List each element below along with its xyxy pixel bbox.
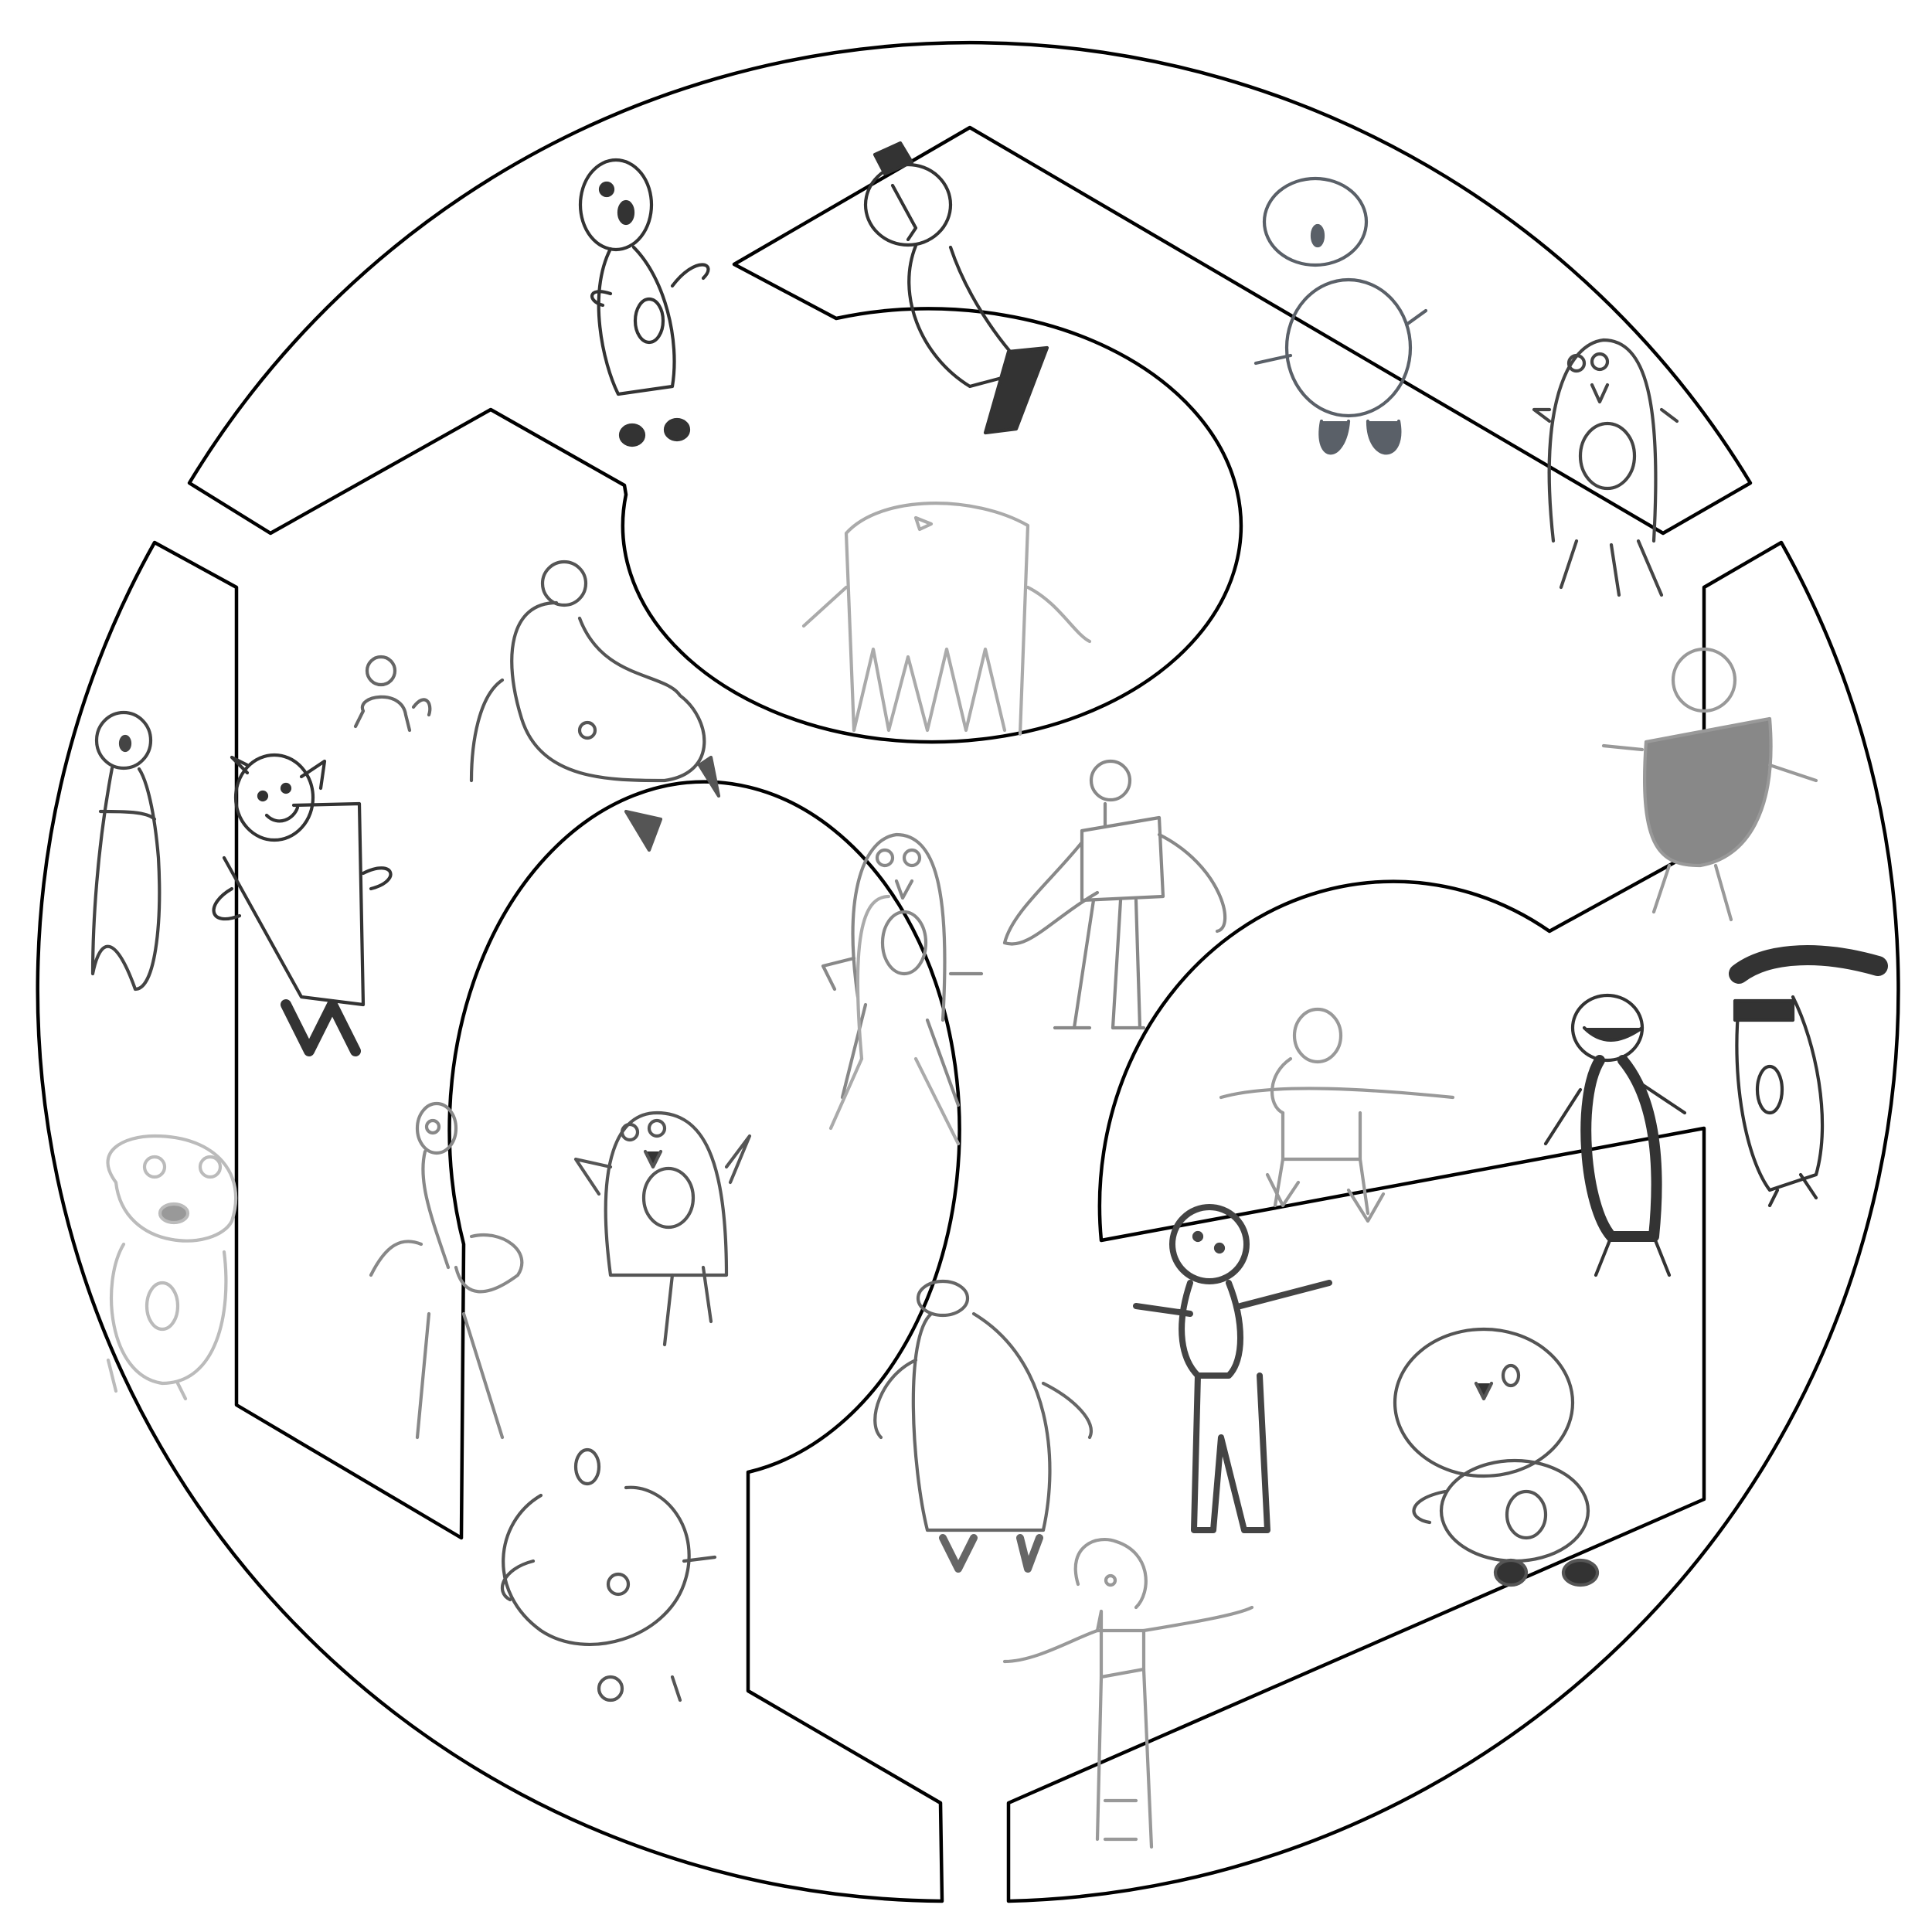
penguin-figure-icon	[1532, 338, 1679, 597]
toucan-figure-icon	[1729, 945, 1888, 1208]
round-body-figure-icon	[1253, 176, 1428, 455]
chick-figure-icon	[573, 1111, 752, 1347]
dress-figure-icon	[1002, 759, 1227, 1030]
small-figure-icon	[353, 655, 432, 733]
jellyfish-figure-icon	[801, 502, 1092, 736]
girl-figure-icon	[1002, 1538, 1254, 1849]
outer-ring-outline	[36, 540, 961, 1903]
outer-ring-outline-right	[1006, 540, 1900, 1903]
cat-figure-icon	[212, 753, 393, 1056]
standing-penguin-icon	[821, 832, 984, 1107]
top-piece-outline	[187, 41, 1753, 744]
blob-figure-icon	[578, 158, 710, 447]
egg-figure-icon	[501, 1447, 717, 1702]
snowman-figure-icon	[1393, 1327, 1600, 1587]
bear-figure-icon	[106, 1134, 238, 1401]
round-head-figure-icon	[1133, 1204, 1332, 1533]
dark-figure-icon	[1543, 993, 1687, 1277]
tall-figure-icon	[90, 710, 162, 992]
puzzle-outline	[36, 41, 1900, 1903]
big-bird-figure-icon	[469, 560, 721, 852]
stick-figure-icon	[1219, 1007, 1455, 1223]
bird-figure-icon	[863, 141, 1049, 435]
penguin-light-icon	[828, 894, 961, 1146]
scribble-turtle-icon	[1601, 647, 1818, 922]
fuzzy-penguin-icon	[873, 1279, 1093, 1573]
flamingo-figure-icon	[369, 1101, 524, 1440]
